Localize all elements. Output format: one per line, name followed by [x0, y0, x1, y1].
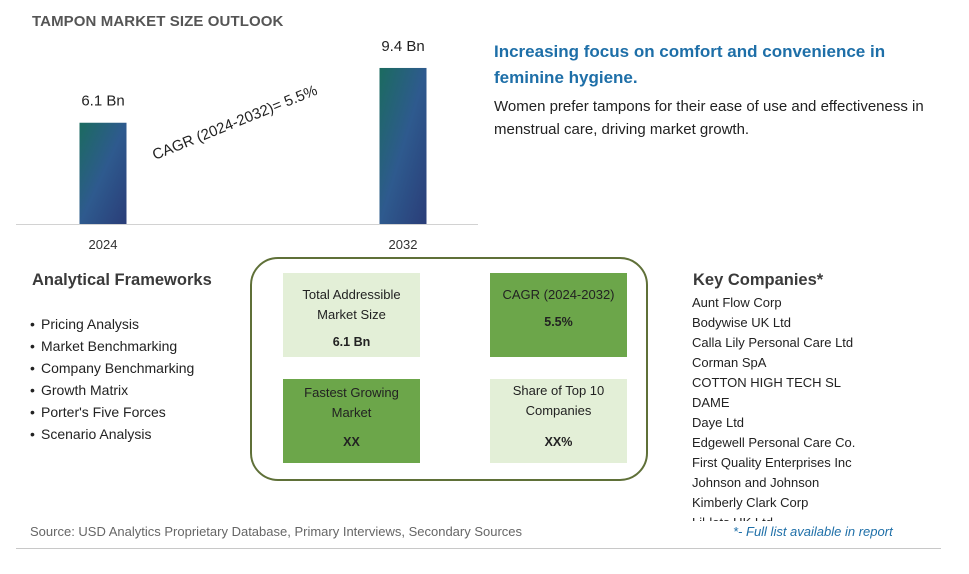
frameworks-title: Analytical Frameworks [32, 271, 212, 289]
headline-title: Increasing focus on comfort and convenie… [494, 42, 886, 87]
bar-value-label: 6.1 Bn [81, 93, 124, 110]
company-item: Bodywise UK Ltd [692, 315, 791, 330]
company-item: Calla Lily Personal Care Ltd [692, 335, 854, 350]
bar-2024 [79, 122, 127, 224]
footer-divider [16, 548, 941, 549]
x-tick-label: 2032 [389, 237, 418, 252]
framework-item: Market Benchmarking [30, 335, 194, 357]
headline-description: Women prefer tampons for their ease of u… [494, 98, 924, 138]
full-list-note: *- Full list available in report [733, 524, 893, 539]
framework-item: Pricing Analysis [30, 313, 194, 335]
companies-title: Key Companies* [693, 271, 824, 289]
market-size-chart: 6.1 Bn 2024 9.4 Bn 2032 [16, 38, 478, 252]
company-item: COTTON HIGH TECH SL [692, 375, 842, 390]
source-note: Source: USD Analytics Proprietary Databa… [30, 524, 523, 539]
metrics-panel: Total Addressible Market Size 6.1 Bn CAG… [250, 257, 648, 481]
companies-list: Aunt Flow Corp Bodywise UK Ltd Calla Lil… [692, 293, 952, 521]
company-item: Edgewell Personal Care Co. [692, 435, 856, 450]
metric-fastest-card: Fastest Growing Market XX [283, 379, 420, 463]
company-item: Aunt Flow Corp [692, 295, 782, 310]
framework-item: Porter's Five Forces [30, 401, 194, 423]
framework-item: Company Benchmarking [30, 357, 194, 379]
metric-cagr-label: CAGR (2024-2032) [502, 287, 615, 302]
company-item: First Quality Enterprises Inc [692, 455, 852, 470]
company-item: Kimberly Clark Corp [692, 495, 809, 510]
frameworks-list: Pricing Analysis Market Benchmarking Com… [30, 313, 194, 445]
metric-share-card: Share of Top 10 Companies XX% [490, 379, 627, 463]
page-title: TAMPON MARKET SIZE OUTLOOK [32, 13, 284, 30]
metric-share-label: Share of Top 10 Companies [512, 383, 605, 418]
framework-item: Growth Matrix [30, 379, 194, 401]
metric-share-value: XX% [544, 435, 573, 449]
company-item: DAME [692, 395, 730, 410]
company-item: Corman SpA [692, 355, 767, 370]
metric-fastest-value: XX [343, 435, 360, 449]
company-item: Lil-lets UK Ltd [692, 513, 952, 521]
metric-cagr-card: CAGR (2024-2032) 5.5% [490, 273, 627, 357]
company-item: Daye Ltd [692, 415, 745, 430]
metric-cagr-value: 5.5% [544, 315, 573, 329]
bar-value-label: 9.4 Bn [381, 38, 424, 55]
bar-2032 [379, 67, 427, 225]
metric-tam-label: Total Addressible Market Size [302, 287, 401, 322]
metric-tam-card: Total Addressible Market Size 6.1 Bn [283, 273, 420, 357]
metric-tam-value: 6.1 Bn [332, 335, 371, 349]
framework-item: Scenario Analysis [30, 423, 194, 445]
x-tick-label: 2024 [89, 237, 118, 252]
company-item: Johnson and Johnson [692, 475, 820, 490]
metric-fastest-label: Fastest Growing Market [304, 385, 399, 420]
